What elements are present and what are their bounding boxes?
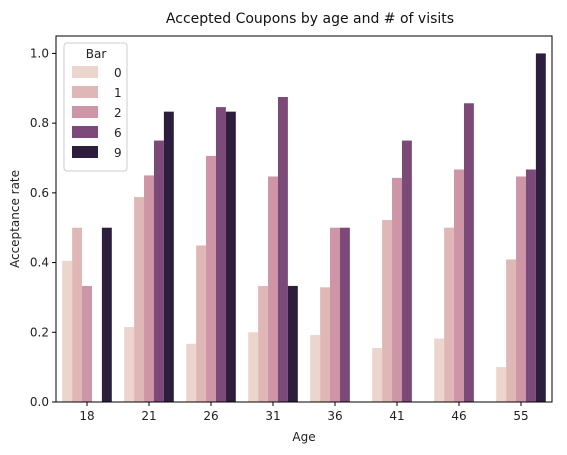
y-tick-label: 1.0 (30, 46, 49, 60)
legend-label-9: 9 (114, 146, 122, 160)
bar-age-55-visits-2 (516, 176, 526, 402)
bar-age-41-visits-1 (382, 220, 393, 402)
bar-age-31-visits-9 (287, 285, 298, 402)
bar-age-31-visits-6 (277, 97, 288, 402)
legend-swatch-9 (72, 146, 98, 158)
x-tick-label: 36 (327, 409, 342, 423)
bar-age-21-visits-9 (163, 111, 174, 402)
legend-swatch-1 (72, 86, 98, 98)
bar-age-41-visits-6 (401, 140, 412, 402)
bar-age-18-visits-9 (101, 227, 112, 402)
bar-age-26-visits-6 (215, 107, 226, 403)
y-tick-label: 0.2 (30, 325, 49, 339)
bar-age-31-visits-2 (268, 176, 278, 402)
y-tick-label: 0.6 (30, 186, 49, 200)
legend-label-2: 2 (114, 106, 122, 120)
bar-age-26-visits-2 (206, 155, 216, 402)
x-tick-label: 46 (451, 409, 466, 423)
legend-label-1: 1 (114, 86, 122, 100)
legend-title: Bar (86, 47, 107, 61)
bar-age-26-visits-9 (225, 111, 236, 402)
bar-age-55-visits-9 (535, 53, 546, 403)
bar-age-46-visits-6 (463, 103, 474, 403)
x-axis-label: Age (292, 430, 315, 444)
bar-age-31-visits-0 (248, 332, 259, 402)
bar-age-21-visits-6 (153, 140, 164, 402)
bars-group (62, 53, 546, 403)
y-axis: 0.0 0.2 0.4 0.6 0.8 1.0 (30, 46, 56, 409)
legend-swatch-2 (72, 106, 98, 118)
bar-age-31-visits-1 (258, 285, 269, 402)
bar-age-21-visits-0 (124, 327, 135, 402)
bar-age-36-visits-0 (310, 335, 321, 402)
chart-title: Accepted Coupons by age and # of visits (166, 11, 454, 27)
bar-age-18-visits-0 (62, 260, 73, 402)
bar-age-46-visits-2 (454, 169, 464, 402)
bar-age-26-visits-0 (186, 343, 197, 402)
x-tick-label: 18 (79, 409, 94, 423)
plot-frame (55, 35, 553, 403)
bar-age-55-visits-1 (506, 259, 517, 402)
bar-age-41-visits-0 (372, 347, 383, 402)
legend-swatch-0 (72, 66, 98, 78)
y-axis-label: Acceptance rate (8, 170, 22, 268)
legend-items: 0 1 2 6 9 (72, 66, 122, 160)
y-tick-label: 0.4 (30, 256, 49, 270)
bar-age-26-visits-1 (196, 245, 207, 402)
legend-label-6: 6 (114, 126, 122, 140)
x-tick-label: 31 (265, 409, 280, 423)
x-axis: 18 21 26 31 36 41 46 55 (79, 402, 529, 423)
x-tick-label: 26 (203, 409, 218, 423)
x-tick-label: 41 (389, 409, 404, 423)
bar-age-46-visits-0 (434, 338, 445, 402)
bar-age-36-visits-2 (330, 227, 340, 402)
bar-age-18-visits-2 (82, 285, 92, 402)
x-tick-label: 55 (513, 409, 528, 423)
bar-age-21-visits-2 (144, 175, 154, 402)
legend-label-0: 0 (114, 66, 122, 80)
bar-age-36-visits-1 (320, 287, 331, 402)
bar-age-55-visits-0 (496, 367, 507, 402)
y-tick-label: 0.0 (30, 395, 49, 409)
bar-age-55-visits-6 (525, 169, 536, 402)
legend-swatch-6 (72, 126, 98, 138)
bar-age-36-visits-6 (339, 227, 350, 402)
bar-age-18-visits-1 (72, 227, 83, 402)
bar-age-21-visits-1 (134, 197, 145, 402)
bar-age-46-visits-1 (444, 227, 455, 402)
bar-age-41-visits-2 (392, 177, 402, 402)
y-tick-label: 0.8 (30, 116, 49, 130)
x-tick-label: 21 (141, 409, 156, 423)
legend: Bar 0 1 2 6 9 (63, 42, 128, 172)
